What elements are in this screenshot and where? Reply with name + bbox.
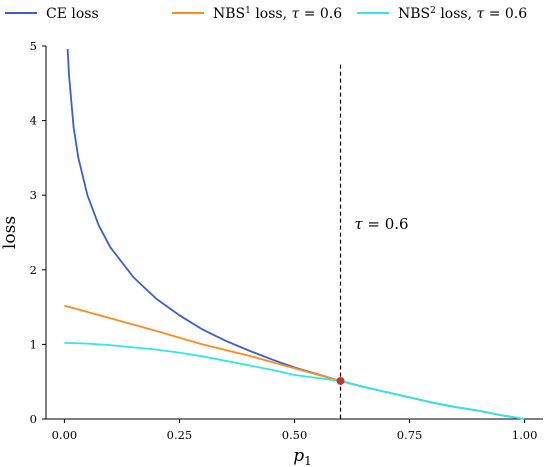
legend-text: = 0.6	[299, 6, 342, 22]
x-tick-label: 1.00	[512, 428, 538, 442]
legend-label-1: NBS1 loss, τ = 0.6	[213, 6, 342, 22]
x-axis-title: p1	[293, 446, 312, 467]
series-layer	[64, 48, 525, 420]
x-tick-label: 0.00	[52, 428, 78, 442]
chart-legend: CE loss NBS1 loss, τ = 0.6 NBS2 loss, τ = …	[5, 6, 527, 22]
legend-text: = 0.6	[484, 6, 527, 22]
x-tick-label: 0.75	[397, 428, 423, 442]
threshold-annotation: τ = 0.6	[354, 215, 408, 233]
x-tick-label: 0.25	[167, 428, 193, 442]
legend-superscript: 2	[430, 6, 436, 16]
legend-label-0: CE loss	[46, 6, 99, 22]
y-axis-title: loss	[0, 216, 20, 249]
x-axis-title-main: p	[293, 446, 304, 466]
intersection-marker	[336, 376, 345, 385]
legend-text: NBS	[213, 6, 245, 22]
annotation-symbol: τ	[354, 215, 363, 233]
legend-text: loss,	[436, 6, 477, 22]
legend-text: loss,	[251, 6, 292, 22]
series-line-2	[64, 342, 525, 420]
legend-symbol: τ	[477, 6, 485, 22]
legend-superscript: 1	[245, 6, 251, 16]
legend-symbol: τ	[292, 6, 300, 22]
x-axis-title-subscript: 1	[304, 454, 312, 467]
y-tick-label: 4	[30, 114, 37, 128]
y-tick-label: 5	[30, 39, 37, 53]
series-line-0	[66, 48, 525, 420]
y-tick-label: 3	[30, 188, 37, 202]
x-tick-label: 0.50	[282, 428, 308, 442]
overlay: τ = 0.6	[336, 64, 409, 419]
y-tick-label: 2	[30, 263, 37, 277]
y-tick-label: 1	[30, 337, 37, 351]
y-tick-label: 0	[30, 412, 37, 426]
series-line-1	[64, 304, 341, 382]
legend-text: NBS	[398, 6, 430, 22]
legend-label-2: NBS2 loss, τ = 0.6	[398, 6, 527, 22]
annotation-value: = 0.6	[363, 215, 409, 233]
